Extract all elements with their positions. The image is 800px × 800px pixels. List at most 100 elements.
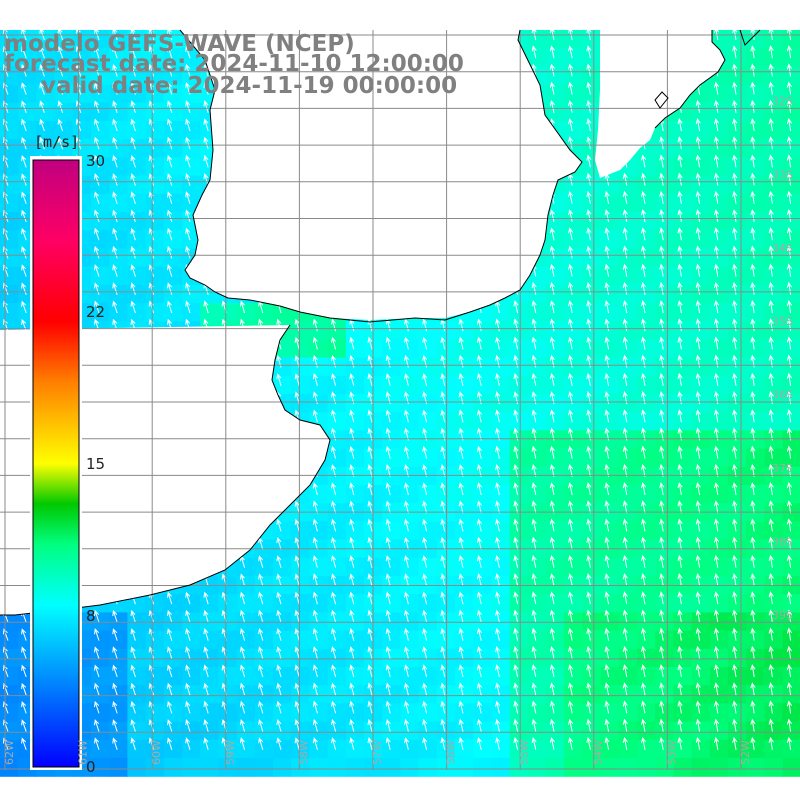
wind-arrow: [604, 609, 610, 623]
wind-cell: [618, 485, 638, 504]
wind-arrow: [531, 409, 537, 423]
wind-arrow: [513, 591, 519, 605]
wind-arrow: [203, 719, 209, 732]
wind-cell: [127, 248, 147, 268]
wind-cell: [655, 485, 674, 504]
wind-cell: [200, 758, 219, 777]
wind-arrow: [713, 482, 720, 496]
wind-arrow: [768, 445, 774, 459]
colorbar-tick-0: 0: [86, 758, 96, 776]
wind-cell: [782, 375, 800, 395]
wind-cell: [418, 721, 438, 741]
wind-cell: [145, 175, 165, 195]
wind-cell: [91, 248, 110, 268]
wind-arrow: [312, 318, 318, 332]
wind-cell: [637, 466, 656, 486]
wind-cell: [327, 339, 347, 359]
wind-arrow: [367, 718, 373, 732]
wind-cell: [0, 193, 19, 213]
wind-cell: [0, 284, 19, 304]
wind-arrow: [786, 299, 793, 314]
wind-cell: [291, 375, 310, 395]
wind-cell: [218, 630, 238, 650]
wind-cell: [182, 667, 201, 686]
wind-cell: [637, 667, 656, 686]
wind-arrow: [476, 536, 482, 550]
wind-cell: [637, 394, 656, 413]
wind-arrow: [750, 573, 756, 587]
wind-cell: [509, 594, 529, 613]
wind-arrow: [495, 664, 501, 678]
wind-arrow: [94, 737, 100, 750]
wind-cell: [600, 357, 620, 377]
wind-cell: [0, 139, 19, 158]
wind-arrow: [622, 573, 628, 587]
wind-arrow: [276, 555, 282, 568]
wind-arrow: [367, 573, 373, 587]
wind-cell: [600, 703, 620, 723]
wind-cell: [673, 394, 693, 413]
wind-cell: [236, 648, 256, 668]
wind-arrow: [713, 190, 720, 204]
wind-arrow: [604, 664, 610, 678]
wind-cell: [582, 30, 602, 49]
wind-cell: [764, 557, 784, 577]
wind-cell: [91, 212, 110, 231]
wind-cell: [746, 721, 765, 741]
wind-arrow: [57, 100, 64, 113]
wind-cell: [291, 721, 310, 741]
wind-cell: [655, 193, 674, 213]
wind-arrow: [276, 609, 282, 623]
wind-cell: [182, 630, 201, 650]
wind-arrow: [786, 136, 793, 150]
wind-arrow: [786, 736, 793, 750]
wind-cell: [236, 594, 256, 613]
wind-cell: [0, 84, 19, 104]
wind-arrow: [112, 63, 118, 77]
wind-arrow: [185, 591, 191, 605]
wind-arrow: [695, 682, 701, 696]
wind-arrow: [476, 318, 482, 332]
wind-arrow: [549, 645, 555, 659]
wind-arrow: [604, 536, 610, 550]
wind-arrow: [604, 682, 610, 696]
wind-cell: [382, 394, 401, 413]
wind-cell: [400, 448, 420, 468]
wind-arrow: [349, 718, 355, 732]
wind-arrow: [312, 409, 318, 423]
wind-arrow: [568, 409, 574, 423]
wind-arrow: [367, 555, 373, 568]
wind-arrow: [185, 191, 191, 204]
wind-cell: [728, 485, 747, 504]
wind-cell: [145, 212, 165, 231]
wind-cell: [491, 339, 511, 359]
wind-cell: [564, 266, 583, 286]
wind-cell: [145, 66, 165, 86]
wind-arrow: [695, 372, 701, 386]
wind-arrow: [659, 554, 665, 568]
wind-arrow: [367, 646, 373, 659]
wind-cell: [109, 266, 128, 286]
wind-arrow: [39, 45, 45, 59]
wind-arrow: [385, 500, 391, 514]
wind-arrow: [185, 700, 191, 714]
wind-cell: [455, 739, 474, 759]
wind-arrow: [713, 463, 720, 477]
wind-arrow: [750, 518, 756, 532]
wind-arrow: [331, 718, 337, 732]
wind-cell: [163, 667, 183, 686]
wind-cell: [418, 703, 438, 723]
wind-cell: [400, 739, 420, 759]
wind-cell: [200, 739, 219, 759]
wind-cell: [273, 667, 292, 686]
wind-arrow: [404, 409, 410, 423]
wind-arrow: [622, 536, 628, 550]
wind-arrow: [641, 227, 647, 241]
wind-arrow: [239, 609, 246, 623]
wind-cell: [709, 339, 729, 359]
wind-cell: [746, 84, 765, 104]
wind-arrow: [786, 591, 793, 605]
wind-cell: [509, 394, 529, 413]
wind-arrow: [732, 245, 738, 259]
wind-arrow: [167, 245, 173, 259]
